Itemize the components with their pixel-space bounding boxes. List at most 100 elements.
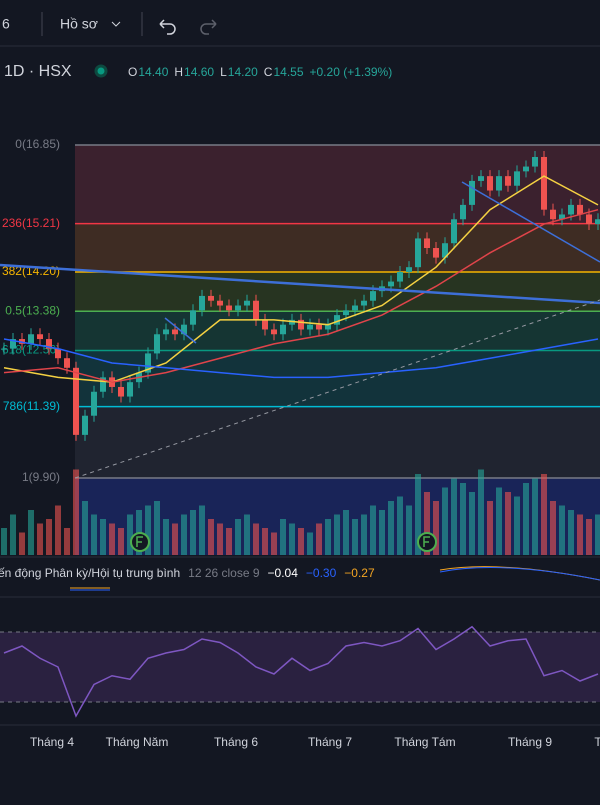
candle xyxy=(523,166,529,172)
chevron xyxy=(111,21,121,27)
candle xyxy=(559,214,565,220)
candle xyxy=(388,281,394,287)
volume-bar xyxy=(415,474,421,555)
volume-bar xyxy=(154,501,160,555)
fib-label: 236(15.21) xyxy=(2,216,60,230)
candle xyxy=(64,358,70,368)
undo-button[interactable] xyxy=(159,19,176,35)
volume-bar xyxy=(514,496,520,555)
x-tick-label: Tháng Năm xyxy=(106,735,169,749)
volume-bar xyxy=(280,519,286,555)
trend-line xyxy=(0,263,600,305)
fib-label: 786(11.39) xyxy=(3,399,60,413)
toolbar xyxy=(0,0,600,46)
volume-bar xyxy=(289,523,295,555)
x-tick-label: Tháng 4 xyxy=(30,735,74,749)
event-icon-glyph xyxy=(136,536,143,547)
candle xyxy=(478,176,484,181)
ohlc-value: 14.55 xyxy=(273,65,303,79)
candle xyxy=(424,238,430,249)
fib-label: 1(9.90) xyxy=(22,470,60,484)
candle xyxy=(73,367,79,435)
moving-average xyxy=(3,208,599,383)
volume-bar xyxy=(523,483,529,555)
volume-bar xyxy=(307,532,313,555)
volume-bar xyxy=(496,487,502,555)
volume-bar xyxy=(550,501,556,555)
fib-label: 0.5(13.38) xyxy=(5,303,60,317)
volume-bar xyxy=(478,469,484,555)
volume-bar xyxy=(82,501,88,555)
volume-bar xyxy=(145,505,151,555)
candle xyxy=(55,348,61,359)
candle xyxy=(235,305,241,311)
profile-menu[interactable]: Hồ sơ xyxy=(60,16,98,32)
volume-bar xyxy=(244,514,250,555)
volume-bar xyxy=(559,505,565,555)
x-tick-label: Tháng 6 xyxy=(214,735,258,749)
candle xyxy=(190,310,196,325)
volume-bar xyxy=(118,528,124,555)
redo-button[interactable] xyxy=(200,19,217,35)
volume-bar xyxy=(73,469,79,555)
candle xyxy=(289,319,295,325)
candle xyxy=(334,315,340,325)
fib-band xyxy=(75,223,600,272)
symbol[interactable]: 1D · HSX xyxy=(4,63,72,80)
candle xyxy=(505,176,511,186)
macd-legend: ến động Phân kỳ/Hội tụ trung bình 12 26 c… xyxy=(0,566,375,580)
candle xyxy=(442,243,448,258)
ohlc-key: O xyxy=(128,65,137,79)
candle xyxy=(100,377,106,392)
volume-bar xyxy=(595,514,600,555)
volume-bar xyxy=(397,496,403,555)
volume-bar xyxy=(208,519,214,555)
candle xyxy=(541,156,547,210)
candle xyxy=(514,171,520,186)
fib-band xyxy=(75,406,600,478)
volume-bar xyxy=(172,523,178,555)
volume-bar xyxy=(361,514,367,555)
macd-legend-item: −0.04 xyxy=(268,566,299,580)
candle xyxy=(469,180,475,205)
ohlc-key: H xyxy=(174,65,183,79)
volume-bar xyxy=(532,478,538,555)
candle xyxy=(118,386,124,397)
volume-bar xyxy=(379,510,385,555)
legend: O 14.40 H 14.60 L 14.20 C 14.55 +0.20 (+1.39%) xyxy=(128,65,392,79)
volume-bar xyxy=(586,519,592,555)
volume-bar xyxy=(442,487,448,555)
candle xyxy=(253,300,259,320)
rsi-pane xyxy=(3,625,599,718)
moving-average xyxy=(3,338,599,379)
volume-bar xyxy=(46,519,52,555)
volume-bar xyxy=(505,492,511,555)
volume-bar xyxy=(325,519,331,555)
volume-bar xyxy=(487,501,493,555)
candle xyxy=(208,295,214,301)
fib-band xyxy=(75,271,600,312)
volume-bar xyxy=(199,505,205,555)
candle xyxy=(154,334,160,354)
volume-bar xyxy=(316,523,322,555)
candle xyxy=(298,319,304,330)
time-axis: Tháng 4 Tháng Năm Tháng 6 Tháng 7 Tháng Tám T… xyxy=(30,735,600,749)
candle xyxy=(577,204,583,215)
candle xyxy=(595,219,600,225)
x-tick-label: Tháng 7 xyxy=(308,735,352,749)
volume-bar xyxy=(577,514,583,555)
candle xyxy=(181,324,187,335)
volume-bar xyxy=(19,532,25,555)
volume-bar xyxy=(37,523,43,555)
macd-line xyxy=(70,567,600,591)
toolbar-left[interactable]: 6 xyxy=(2,16,10,32)
candle xyxy=(415,238,421,268)
candle xyxy=(568,204,574,215)
volume-bar xyxy=(424,492,430,555)
candle xyxy=(19,339,25,344)
ohlc-value: 14.60 xyxy=(184,65,214,79)
candle xyxy=(280,324,286,335)
macd-legend-item: 12 26 close 9 xyxy=(188,566,260,580)
